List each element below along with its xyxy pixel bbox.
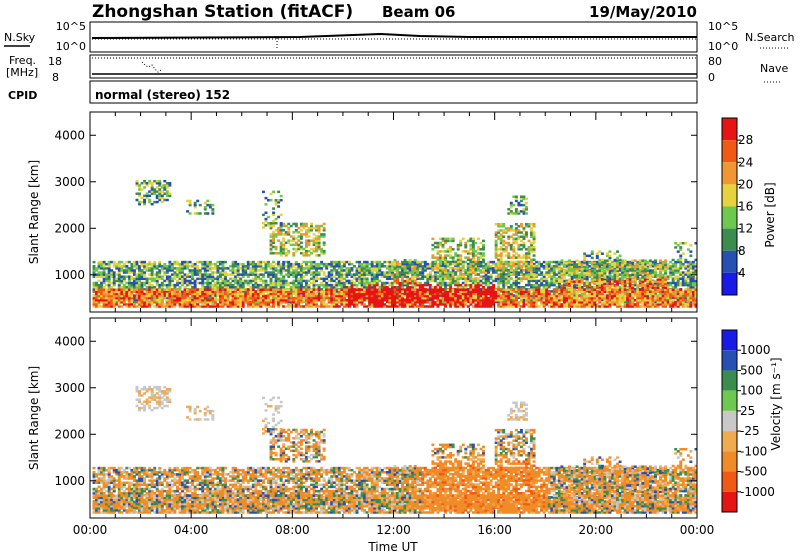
y-tick-label: 2000 xyxy=(54,221,85,235)
colorbar-swatch xyxy=(722,250,737,273)
colorbar-tick-label: 20 xyxy=(738,177,753,191)
colorbar-swatch xyxy=(722,390,737,411)
velocity-y-label: Slant Range [km] xyxy=(27,366,41,470)
nsky-tick-top: 10^5 xyxy=(56,20,86,33)
freq-tick-bottom: 8 xyxy=(52,71,59,84)
nsky-panel: N.Sky 10^5 10^0 10^5 10^0 N.Search xyxy=(4,20,795,53)
x-tick-label: 20:00 xyxy=(579,523,614,537)
x-tick-label: 16:00 xyxy=(477,523,512,537)
colorbar-swatch xyxy=(722,330,737,351)
y-tick-label: 1000 xyxy=(54,474,85,488)
colorbar-swatch xyxy=(722,272,737,295)
velocity-colorbar: 1000 500 100 25 -25 -100 -500 -1000 xyxy=(721,329,775,513)
y-tick-label: 2000 xyxy=(54,427,85,441)
colorbar-swatch xyxy=(722,491,737,512)
nsky-trace xyxy=(91,32,697,39)
freq-unit: [MHz] xyxy=(6,66,38,79)
nsearch-label: N.Search xyxy=(745,31,795,44)
colorbar-tick-label: 1000 xyxy=(740,343,771,357)
nsearch-tick-bottom: 10^0 xyxy=(708,40,738,53)
colorbar-tick-label: -25 xyxy=(740,424,760,438)
x-tick-label: 00:00 xyxy=(680,523,715,537)
power-y-axis: 1000 2000 3000 4000 xyxy=(54,128,697,282)
x-tick-label: 04:00 xyxy=(174,523,209,537)
x-tick-label: 08:00 xyxy=(275,523,310,537)
colorbar-tick-label: 25 xyxy=(740,404,755,418)
beam-label: Beam 06 xyxy=(382,3,455,21)
y-tick-label: 4000 xyxy=(54,334,85,348)
colorbar-swatch xyxy=(722,431,737,452)
freq-panel: Freq. [MHz] 18 8 80 0 Nave xyxy=(6,54,788,84)
nsky-label: N.Sky xyxy=(4,31,36,44)
colorbar-tick-label: 28 xyxy=(738,133,753,147)
y-tick-label: 4000 xyxy=(54,128,85,142)
colorbar-tick-label: 4 xyxy=(738,266,746,280)
colorbar-tick-label: 24 xyxy=(738,155,753,169)
velocity-data-cells xyxy=(92,385,698,514)
power-x-ticks xyxy=(89,112,698,312)
nsearch-tick-top: 10^5 xyxy=(708,20,738,33)
colorbar-swatch xyxy=(722,184,737,207)
power-colorbar: 4 8 12 16 20 24 28 xyxy=(721,117,753,296)
colorbar-swatch xyxy=(722,471,737,492)
colorbar-swatch xyxy=(722,140,737,163)
colorbar-swatch xyxy=(722,451,737,472)
freq-tick-top: 18 xyxy=(48,55,62,68)
power-data-cells xyxy=(92,179,698,308)
y-tick-label: 3000 xyxy=(54,175,85,189)
colorbar-tick-label: 100 xyxy=(740,384,763,398)
x-axis-label: Time UT xyxy=(367,540,418,554)
nave-tick-bottom: 0 xyxy=(708,71,715,84)
x-tick-label: 00:00 xyxy=(73,523,108,537)
nsky-tick-bottom: 10^0 xyxy=(56,40,86,53)
colorbar-swatch xyxy=(722,410,737,432)
cpid-text: normal (stereo) 152 xyxy=(95,88,230,102)
colorbar-tick-label: 12 xyxy=(738,222,753,236)
colorbar-tick-label: -1000 xyxy=(740,485,775,499)
colorbar-swatch xyxy=(722,162,737,185)
power-y-label: Slant Range [km] xyxy=(27,160,41,264)
figure-title: Zhongshan Station (fitACF) xyxy=(92,2,353,22)
colorbar-tick-label: -500 xyxy=(740,465,767,479)
colorbar-swatch xyxy=(722,228,737,251)
colorbar-swatch xyxy=(722,350,737,371)
nave-tick-top: 80 xyxy=(708,55,722,68)
x-tick-label: 12:00 xyxy=(376,523,411,537)
colorbar-swatch xyxy=(722,206,737,229)
colorbar-swatch xyxy=(722,370,737,391)
power-colorbar-label: Power [dB] xyxy=(763,182,777,247)
cpid-label: CPID xyxy=(8,89,37,102)
velocity-y-axis: 1000 2000 3000 4000 xyxy=(54,334,697,488)
y-tick-label: 1000 xyxy=(54,268,85,282)
colorbar-tick-label: 8 xyxy=(738,244,746,258)
velocity-x-axis: 00:00 04:00 08:00 12:00 16:00 20:00 00:00 xyxy=(73,318,715,537)
cpid-panel: CPID normal (stereo) 152 xyxy=(8,80,698,104)
y-tick-label: 3000 xyxy=(54,381,85,395)
power-panel: 1000 2000 3000 4000 Slant Range [km] 4 8 12 16… xyxy=(27,111,777,313)
freq-label: Freq. xyxy=(9,54,36,67)
nave-label: Nave xyxy=(760,62,788,75)
colorbar-tick-label: 500 xyxy=(740,363,763,377)
velocity-colorbar-label: Velocity [m s⁻¹] xyxy=(769,357,783,450)
date-label: 19/May/2010 xyxy=(589,3,697,21)
velocity-panel: 1000 2000 3000 4000 00:00 04:00 08:00 12:00 16:… xyxy=(27,317,783,554)
colorbar-tick-label: -100 xyxy=(740,444,767,458)
colorbar-swatch xyxy=(722,118,737,141)
colorbar-tick-label: 16 xyxy=(738,200,753,214)
